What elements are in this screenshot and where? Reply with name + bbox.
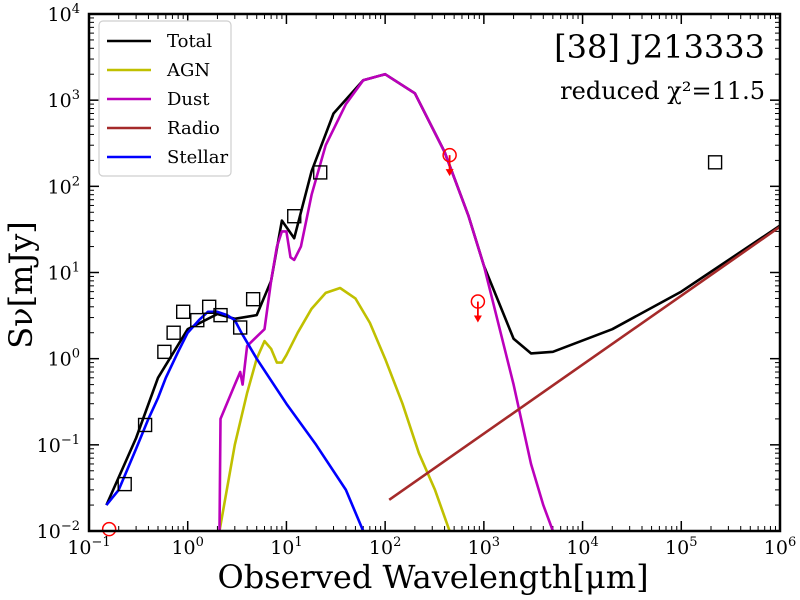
x-tick-labels: 10−1 100 101 102 103 104 105 106	[67, 535, 796, 559]
x-tick-label: 102	[369, 535, 401, 559]
photometry-point	[707, 155, 723, 170]
photometry-point	[287, 209, 302, 224]
photometry-point	[117, 476, 132, 492]
x-tick-label: 100	[171, 535, 203, 559]
photometry-point	[213, 307, 228, 323]
x-tick-label: 104	[566, 535, 598, 559]
series-line-radio	[388, 225, 780, 501]
series-layer	[105, 72, 780, 531]
x-tick-label: 103	[468, 535, 500, 559]
upper-limit-point	[442, 147, 457, 177]
photometry-point	[166, 325, 181, 340]
series-line-agn	[218, 286, 451, 531]
legend-label-total: Total	[167, 31, 212, 52]
y-tick-label: 101	[48, 261, 80, 285]
legend-label-dust: Dust	[167, 89, 210, 110]
series-line-total	[105, 72, 780, 506]
photometry-point	[313, 165, 328, 180]
photometry-point	[157, 344, 172, 360]
legend: Total AGN Dust Radio Stellar	[98, 20, 232, 177]
photometry-point	[190, 312, 205, 328]
photometry-point	[232, 320, 248, 335]
photometry-point	[137, 417, 153, 433]
x-tick-label: 105	[665, 535, 697, 559]
y-tick-label: 104	[48, 2, 80, 26]
chart-subtitle: reduced χ²=11.5	[560, 77, 765, 105]
legend-box	[98, 20, 232, 177]
y-tick-labels: 10−2 10−1 100 101 102 103 104	[37, 2, 80, 543]
x-tick-label: 10−1	[67, 535, 110, 559]
legend-label-agn: AGN	[166, 60, 210, 81]
photometry-layer	[117, 155, 723, 492]
photometry-point	[245, 291, 261, 307]
y-tick-label: 103	[48, 88, 80, 112]
x-axis-title: Observed Wavelength[μm]	[217, 558, 648, 596]
x-tick-label: 101	[270, 535, 302, 559]
x-tick-label: 106	[764, 535, 796, 559]
chart-title: [38] J213333	[554, 28, 765, 66]
legend-label-stellar: Stellar	[167, 147, 228, 168]
photometry-point	[201, 299, 217, 314]
y-axis-title: Sν[mJy]	[2, 221, 40, 349]
plot-frame	[87, 12, 782, 533]
upper-limit-point	[470, 294, 486, 323]
upper-limit-point	[101, 521, 117, 537]
photometry-point	[175, 304, 191, 319]
y-tick-label: 10−1	[37, 433, 80, 457]
legend-label-radio: Radio	[167, 118, 220, 139]
y-tick-label: 102	[48, 174, 80, 198]
y-tick-label: 10−2	[37, 519, 80, 543]
series-line-dust	[218, 72, 555, 531]
upper-limits-layer	[101, 147, 486, 537]
y-tick-label: 100	[48, 347, 80, 371]
